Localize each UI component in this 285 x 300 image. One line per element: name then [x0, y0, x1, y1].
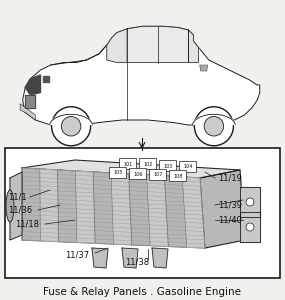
Text: 102: 102	[143, 161, 153, 166]
Text: 11/1: 11/1	[8, 193, 27, 202]
Text: 104: 104	[183, 164, 193, 169]
Polygon shape	[122, 248, 138, 268]
Polygon shape	[92, 248, 108, 268]
Bar	[109, 167, 126, 178]
Polygon shape	[152, 248, 168, 268]
Text: 11/37: 11/37	[65, 250, 89, 260]
Text: 108: 108	[173, 173, 183, 178]
Text: 11/19: 11/19	[218, 173, 242, 182]
Polygon shape	[192, 114, 235, 124]
Text: Fuse & Relay Panels . Gasoline Engine: Fuse & Relay Panels . Gasoline Engine	[43, 287, 241, 297]
Circle shape	[246, 223, 254, 231]
Bar	[179, 161, 196, 172]
Polygon shape	[50, 114, 93, 124]
Circle shape	[204, 116, 224, 136]
Polygon shape	[58, 170, 77, 242]
Text: 101: 101	[123, 161, 133, 166]
Bar	[5, 148, 280, 278]
Polygon shape	[25, 75, 40, 95]
Bar	[169, 170, 186, 181]
Text: 11/36: 11/36	[8, 206, 32, 214]
Polygon shape	[20, 104, 35, 120]
Circle shape	[61, 116, 81, 136]
Polygon shape	[129, 174, 150, 246]
Polygon shape	[240, 212, 260, 242]
Text: 103: 103	[163, 164, 173, 169]
Polygon shape	[146, 175, 168, 246]
Bar	[119, 158, 136, 169]
Polygon shape	[188, 30, 199, 62]
Polygon shape	[164, 176, 187, 247]
Polygon shape	[22, 168, 205, 248]
Polygon shape	[23, 26, 260, 126]
Text: 105: 105	[113, 170, 123, 175]
Polygon shape	[76, 171, 95, 243]
Polygon shape	[40, 169, 59, 242]
Bar	[129, 168, 146, 179]
Polygon shape	[10, 172, 22, 240]
Bar	[149, 169, 166, 180]
Polygon shape	[107, 29, 127, 62]
Polygon shape	[200, 65, 208, 71]
Polygon shape	[22, 160, 240, 178]
Polygon shape	[127, 26, 188, 62]
Circle shape	[246, 198, 254, 206]
Bar	[139, 158, 156, 169]
Bar	[42, 76, 49, 82]
Polygon shape	[111, 173, 132, 245]
Polygon shape	[182, 177, 205, 248]
Text: 11/38: 11/38	[125, 257, 149, 266]
Text: 11/18: 11/18	[15, 220, 39, 229]
Circle shape	[52, 107, 91, 146]
Circle shape	[194, 107, 233, 146]
Bar	[159, 160, 176, 171]
Polygon shape	[240, 187, 260, 217]
Polygon shape	[22, 168, 40, 241]
Polygon shape	[25, 95, 35, 107]
Text: 11/40: 11/40	[218, 215, 242, 224]
Polygon shape	[93, 172, 113, 244]
Text: 106: 106	[133, 172, 143, 176]
Text: 11/39: 11/39	[218, 200, 242, 209]
Ellipse shape	[6, 190, 14, 222]
Text: 107: 107	[153, 172, 163, 178]
Polygon shape	[200, 170, 245, 248]
